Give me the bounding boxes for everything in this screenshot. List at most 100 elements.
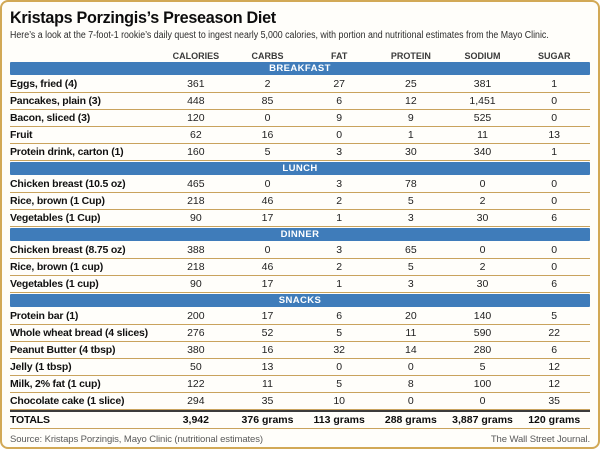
- row-value: 3,942: [182, 414, 209, 426]
- meal-section: LUNCH Chicken breast (10.5 oz) 465 0 3 78 0 0…: [10, 162, 590, 227]
- column-header: SODIUM: [464, 51, 501, 61]
- row-value: 12: [548, 361, 561, 373]
- row-value: 16: [261, 129, 274, 141]
- table-row: Peanut Butter (4 tbsp) 380 16 32 14 280 6: [10, 342, 590, 359]
- row-value: 10: [333, 395, 346, 407]
- row-value: 5: [407, 261, 414, 273]
- row-value: 3: [336, 178, 343, 190]
- page-subtitle: Here’s a look at the 7-foot-1 rookie’s d…: [10, 30, 549, 41]
- table-row: Fruit 62 16 0 1 11 13: [10, 127, 590, 144]
- row-label: Jelly (1 tbsp): [10, 361, 72, 373]
- row-value: 120: [187, 112, 205, 124]
- column-header-row: CALORIES CARBS FAT PROTEIN SODIUM SUGAR: [10, 48, 590, 61]
- row-value: 14: [405, 344, 417, 356]
- row-value: 0: [551, 244, 558, 256]
- row-label: Vegetables (1 Cup): [10, 212, 101, 224]
- row-value: 218: [187, 195, 205, 207]
- row-value: 590: [473, 327, 492, 339]
- row-value: 0: [264, 178, 271, 190]
- row-value: 0: [479, 178, 486, 190]
- table-row: Vegetables (1 Cup) 90 17 1 3 30 6: [10, 210, 590, 227]
- table-row: Whole wheat bread (4 slices) 276 52 5 11 590…: [10, 325, 590, 342]
- table-row: Jelly (1 tbsp) 50 13 0 0 5 12: [10, 359, 590, 376]
- row-value: 62: [189, 129, 202, 141]
- row-value: 13: [261, 361, 274, 373]
- row-value: 0: [551, 95, 558, 107]
- row-value: 6: [551, 344, 558, 356]
- row-value: 160: [187, 146, 205, 158]
- source-note: Source: Kristaps Porzingis, Mayo Clinic …: [10, 434, 263, 445]
- row-value: 0: [551, 178, 558, 190]
- table-row: Vegetables (1 cup) 90 17 1 3 30 6: [10, 276, 590, 293]
- row-label: Fruit: [10, 129, 33, 141]
- row-value: 5: [407, 195, 414, 207]
- meal-section: BREAKFAST Eggs, fried (4) 361 2 27 25 381 1 P…: [10, 62, 590, 161]
- row-value: 276: [187, 327, 205, 339]
- credit-note: The Wall Street Journal.: [490, 434, 590, 445]
- row-value: 340: [473, 146, 492, 158]
- table-row: Pancakes, plain (3) 448 85 6 12 1,451 0: [10, 93, 590, 110]
- row-value: 5: [264, 146, 271, 158]
- row-value: 465: [187, 178, 205, 190]
- row-value: 448: [187, 95, 205, 107]
- section-header: BREAKFAST: [10, 62, 590, 75]
- row-value: 9: [407, 112, 414, 124]
- table-row: Protein drink, carton (1) 160 5 3 30 340 1: [10, 144, 590, 161]
- row-value: 30: [405, 146, 417, 158]
- row-value: 30: [476, 212, 489, 224]
- row-value: 2: [264, 78, 271, 90]
- row-value: 2: [336, 195, 343, 207]
- row-value: 100: [473, 378, 492, 390]
- row-value: 140: [473, 310, 492, 322]
- row-value: 0: [407, 395, 414, 407]
- row-label: Chicken breast (10.5 oz): [10, 178, 126, 190]
- row-label: TOTALS: [10, 414, 50, 426]
- row-value: 13: [548, 129, 561, 141]
- row-value: 35: [548, 395, 561, 407]
- row-value: 120 grams: [528, 414, 581, 426]
- row-value: 3,887 grams: [452, 414, 513, 426]
- row-value: 1: [336, 212, 343, 224]
- row-value: 6: [551, 278, 558, 290]
- table-row: Rice, brown (1 Cup) 218 46 2 5 2 0: [10, 193, 590, 210]
- row-value: 361: [187, 78, 205, 90]
- row-value: 525: [473, 112, 492, 124]
- row-label: Rice, brown (1 Cup): [10, 195, 105, 207]
- row-value: 8: [407, 378, 414, 390]
- table-footer: Source: Kristaps Porzingis, Mayo Clinic …: [10, 434, 590, 445]
- row-value: 2: [479, 195, 486, 207]
- table-row: Eggs, fried (4) 361 2 27 25 381 1: [10, 76, 590, 93]
- row-value: 0: [336, 361, 343, 373]
- row-value: 12: [405, 95, 417, 107]
- table-row: Chicken breast (10.5 oz) 465 0 3 78 0 0: [10, 176, 590, 193]
- row-label: Eggs, fried (4): [10, 78, 78, 90]
- row-value: 5: [336, 378, 343, 390]
- row-value: 32: [333, 344, 346, 356]
- row-value: 85: [261, 95, 274, 107]
- row-value: 1: [407, 129, 414, 141]
- row-value: 2: [336, 261, 343, 273]
- row-value: 78: [405, 178, 417, 190]
- row-label: Whole wheat bread (4 slices): [10, 327, 148, 339]
- row-value: 0: [407, 361, 414, 373]
- row-value: 2: [479, 261, 486, 273]
- row-value: 17: [261, 310, 274, 322]
- row-value: 218: [187, 261, 205, 273]
- row-value: 0: [479, 244, 486, 256]
- table-row: Rice, brown (1 cup) 218 46 2 5 2 0: [10, 259, 590, 276]
- section-header: DINNER: [10, 228, 590, 241]
- row-value: 0: [551, 112, 558, 124]
- row-value: 1,451: [469, 95, 496, 107]
- row-value: 30: [476, 278, 489, 290]
- column-header: CALORIES: [172, 51, 220, 61]
- row-value: 11: [477, 129, 488, 141]
- row-value: 46: [261, 261, 274, 273]
- row-value: 9: [336, 112, 343, 124]
- row-value: 16: [261, 344, 274, 356]
- row-value: 376 grams: [241, 414, 294, 426]
- row-value: 0: [336, 129, 343, 141]
- row-value: 0: [551, 261, 558, 273]
- diet-table: BREAKFAST Eggs, fried (4) 361 2 27 25 381 1 P…: [10, 62, 590, 429]
- row-value: 388: [187, 244, 205, 256]
